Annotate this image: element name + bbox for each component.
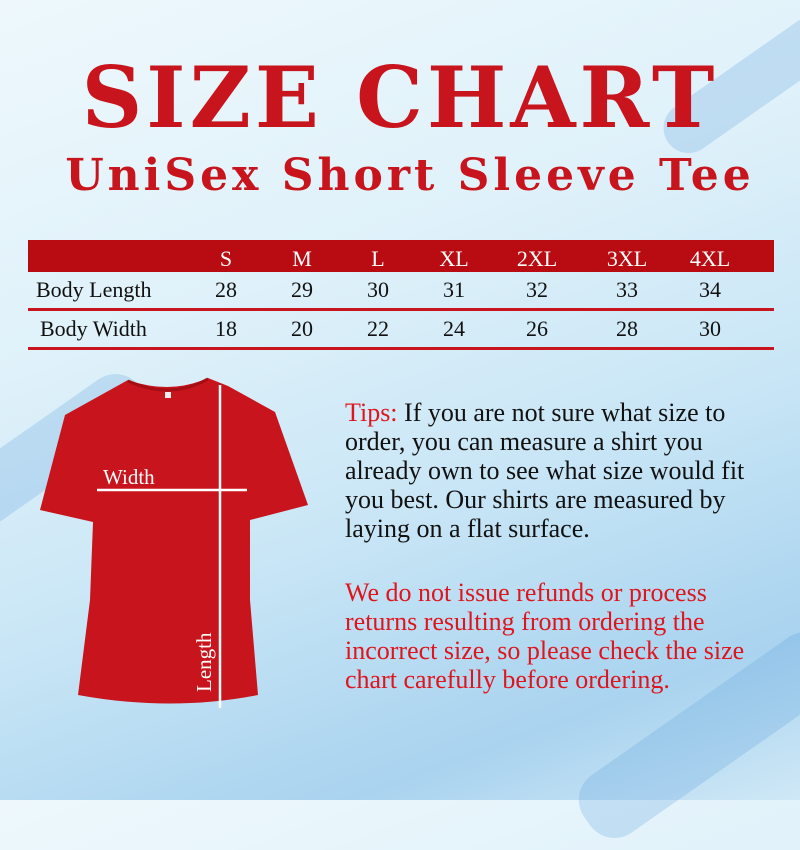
row-label: Body Length — [36, 277, 152, 302]
collar — [127, 377, 209, 392]
cell: 18 — [215, 316, 237, 341]
tips-paragraph: Tips: If you are not sure what size to o… — [345, 398, 785, 543]
size-table: S M L XL 2XL 3XL 4XL Body Length 28 29 3… — [28, 240, 774, 350]
cell: 32 — [526, 277, 548, 302]
cell: 24 — [443, 316, 465, 341]
page-title: SIZE CHART — [81, 48, 719, 147]
cell: 34 — [699, 277, 721, 302]
cell: 20 — [291, 316, 313, 341]
page-subtitle: UniSex Short Sleeve Tee — [65, 150, 755, 201]
col-header: 3XL — [606, 246, 648, 271]
tshirt-shape — [40, 378, 308, 704]
cell: 29 — [291, 277, 313, 302]
col-header: L — [371, 246, 385, 271]
tips-label: Tips: — [345, 398, 398, 427]
col-header: 2XL — [516, 246, 558, 271]
cell: 30 — [699, 316, 721, 341]
col-header: 4XL — [689, 246, 731, 271]
cell: 31 — [443, 277, 465, 302]
length-label: Length — [192, 632, 216, 692]
cell: 33 — [616, 277, 638, 302]
cell: 28 — [616, 316, 638, 341]
tshirt-diagram: Width Length — [40, 377, 308, 704]
col-header: S — [219, 246, 233, 271]
label-tag — [165, 392, 171, 398]
row-label: Body Width — [40, 316, 147, 341]
table-row: Body Width 18 20 22 24 26 28 30 — [28, 311, 774, 350]
width-label: Width — [103, 465, 155, 489]
col-header: XL — [439, 246, 469, 271]
size-table-header: S M L XL 2XL 3XL 4XL — [28, 240, 774, 272]
cell: 26 — [526, 316, 548, 341]
refund-notice: We do not issue refunds or process retur… — [345, 578, 745, 694]
table-row: Body Length 28 29 30 31 32 33 34 — [28, 272, 774, 311]
col-header: M — [292, 246, 312, 271]
cell: 22 — [367, 316, 389, 341]
cell: 30 — [367, 277, 389, 302]
tips-text: If you are not sure what size to order, … — [345, 398, 745, 543]
cell: 28 — [215, 277, 237, 302]
